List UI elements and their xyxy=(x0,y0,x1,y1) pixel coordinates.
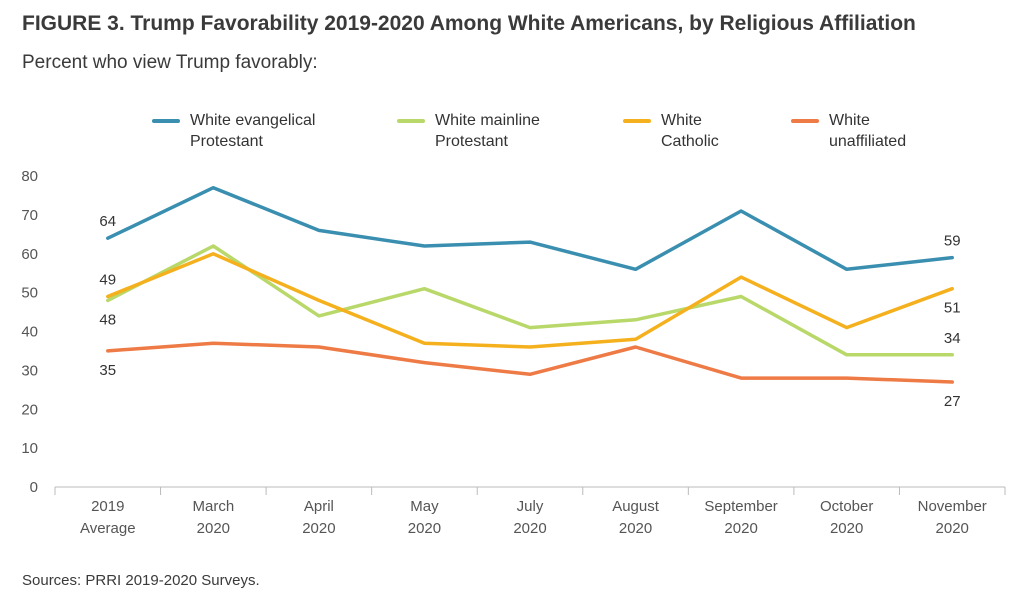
y-tick-label: 40 xyxy=(21,324,38,341)
x-tick-label: September 2020 xyxy=(704,498,777,537)
y-tick-label: 20 xyxy=(21,401,38,418)
y-tick-label: 60 xyxy=(21,246,38,263)
source-note: Sources: PRRI 2019-2020 Surveys. xyxy=(22,572,260,589)
chart-series-lines xyxy=(106,185,954,384)
y-tick-label: 0 xyxy=(30,479,38,496)
y-tick-label: 80 xyxy=(21,168,38,185)
y-tick-label: 70 xyxy=(21,207,38,224)
series-line-catholic xyxy=(106,252,954,349)
line-chart: 0 10 20 30 40 50 60 70 80 2019 Average March 2020 Apr… xyxy=(21,168,1006,537)
chart-title: FIGURE 3. Trump Favorability 2019-2020 A… xyxy=(22,12,916,35)
series-line-unaffiliated xyxy=(106,341,954,384)
x-tick-label: July 2020 xyxy=(513,498,546,537)
x-tick-label: November 2020 xyxy=(918,498,987,537)
data-label: 48 xyxy=(99,311,116,328)
x-tick-label: August 2020 xyxy=(612,498,660,537)
data-label: 49 xyxy=(99,272,116,289)
x-tick-label: 2019 Average xyxy=(80,498,136,537)
y-tick-label: 30 xyxy=(21,362,38,379)
x-tick-label: October 2020 xyxy=(820,498,873,537)
data-label: 51 xyxy=(944,300,961,317)
y-tick-label: 50 xyxy=(21,285,38,302)
data-label: 34 xyxy=(944,330,961,347)
data-label: 59 xyxy=(944,233,961,250)
chart-subtitle: Percent who view Trump favorably: xyxy=(22,52,318,73)
x-tick-label: March 2020 xyxy=(192,498,234,537)
data-label: 35 xyxy=(99,362,116,379)
data-label: 64 xyxy=(99,213,116,230)
y-tick-label: 10 xyxy=(21,440,38,457)
series-line-evangelical xyxy=(106,185,954,272)
x-tick-label: April 2020 xyxy=(302,498,335,537)
chart-axes: 0 10 20 30 40 50 60 70 80 2019 Average March 2020 Apr… xyxy=(21,168,1006,537)
chart-data-labels: 64 49 48 35 59 51 34 27 xyxy=(99,213,960,410)
data-label: 27 xyxy=(944,393,961,410)
x-tick-label: May 2020 xyxy=(408,498,441,537)
